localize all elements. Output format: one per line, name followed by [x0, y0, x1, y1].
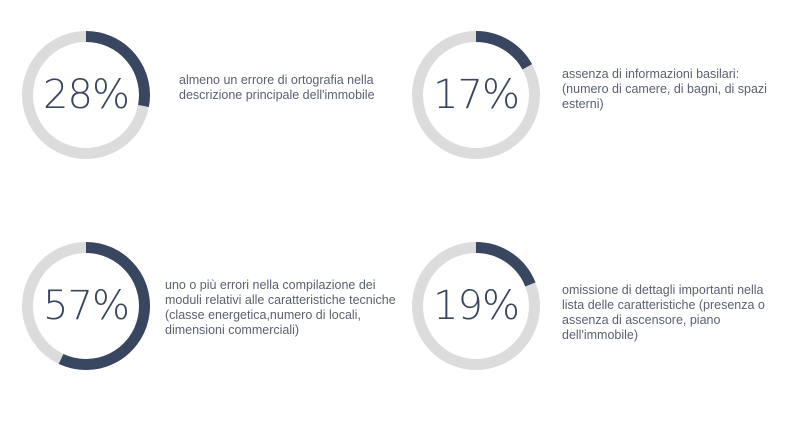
stat-description: uno o più errori nella compilazione dei …: [165, 278, 396, 337]
percentage-label: 19%: [433, 283, 520, 329]
stat-description: assenza di informazioni basilari: (numer…: [562, 67, 767, 111]
donut-svg: [22, 31, 150, 159]
donut-svg: [22, 242, 150, 370]
donut-svg: [412, 31, 540, 159]
donut-chart: 57%: [20, 240, 152, 372]
donut-value-arc: [475, 31, 533, 70]
stat-description: omissione di dettagli importanti nella l…: [562, 283, 765, 342]
donut-chart: 19%: [410, 240, 542, 372]
donut-value-arc: [85, 31, 150, 107]
donut-svg: [412, 242, 540, 370]
donut-chart: 17%: [410, 29, 542, 161]
stat-description: almeno un errore di ortografia nella des…: [179, 73, 375, 102]
percentage-label: 17%: [433, 72, 520, 118]
percentage-label: 28%: [43, 72, 130, 118]
percentage-label: 57%: [43, 283, 130, 329]
donut-chart: 28%: [20, 29, 152, 161]
donut-value-arc: [475, 242, 536, 287]
donut-value-arc: [58, 242, 150, 370]
